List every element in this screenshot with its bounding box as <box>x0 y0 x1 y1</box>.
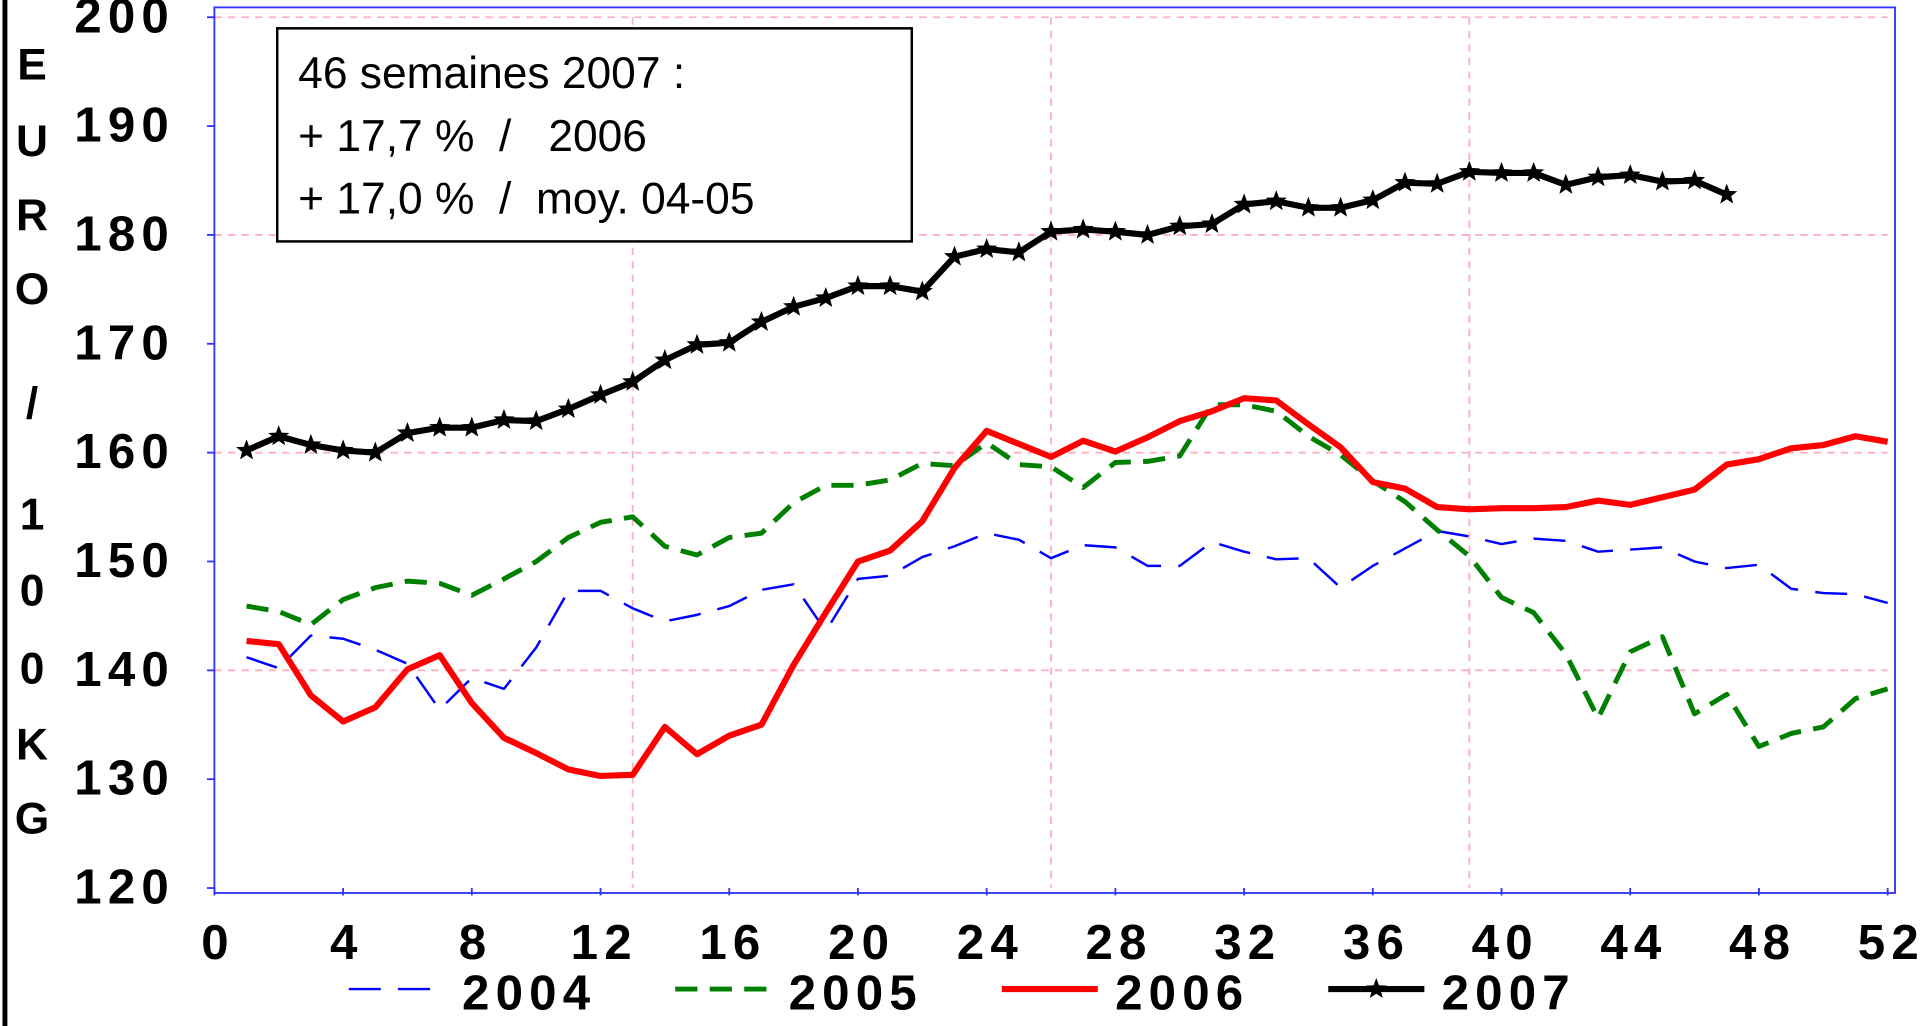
y-label-letter: 1 <box>20 490 45 539</box>
x-tick-label: 32 <box>1214 915 1281 970</box>
star-marker <box>1008 241 1030 262</box>
star-marker <box>429 416 451 437</box>
star-marker <box>1651 170 1674 191</box>
star-marker <box>1265 190 1287 211</box>
annotation-line: + 17,0 % / moy. 04-05 <box>298 175 754 224</box>
annotation-box <box>276 27 914 243</box>
star-marker <box>268 425 290 446</box>
y-tick-label: 120 <box>74 860 175 915</box>
star-marker <box>1040 220 1062 241</box>
star-marker <box>622 370 644 391</box>
annotation-line: 46 semaines 2007 : <box>298 49 685 98</box>
y-label-letter: O <box>15 265 49 314</box>
y-tick-label: 180 <box>74 206 175 261</box>
y-axis-label: E U R O / 1 0 0 K G <box>15 40 49 843</box>
star-marker <box>364 441 386 462</box>
star-marker <box>1330 196 1352 217</box>
x-tick-label: 36 <box>1343 915 1410 970</box>
x-tick-label: 16 <box>699 915 766 970</box>
y-tick-label: 200 <box>74 0 175 44</box>
x-tick-label: 44 <box>1600 915 1667 970</box>
star-marker <box>1104 220 1126 241</box>
star-marker <box>1297 196 1320 217</box>
star-marker <box>911 280 933 301</box>
star-marker <box>396 421 419 443</box>
series-line <box>246 395 1889 780</box>
star-marker <box>847 275 869 296</box>
y-tick-label: 130 <box>74 751 175 806</box>
y-tick-label: 160 <box>74 424 175 479</box>
star-marker <box>1619 163 1641 185</box>
legend-label: 2004 <box>462 965 596 1020</box>
y-tick-label: 140 <box>74 642 175 697</box>
x-tick-label: 8 <box>459 915 493 970</box>
star-marker <box>1458 160 1480 181</box>
star-marker <box>1523 161 1545 182</box>
legend-label: 2007 <box>1442 965 1576 1020</box>
star-marker <box>1233 193 1255 214</box>
star-marker <box>1072 218 1094 239</box>
annotation-line: + 17,7 % / 2006 <box>298 112 647 161</box>
y-tick-label: 170 <box>74 315 175 370</box>
star-marker <box>815 286 837 308</box>
x-tick-label: 20 <box>828 915 895 970</box>
star-marker <box>1394 171 1416 192</box>
legend-label: 2006 <box>1115 965 1249 1020</box>
star-marker <box>1491 161 1513 182</box>
y-label-letter: R <box>16 191 48 240</box>
plot-frame <box>213 6 1896 894</box>
x-tick-label: 4 <box>330 915 364 970</box>
star-marker <box>557 397 579 419</box>
star-marker <box>1716 183 1738 204</box>
x-tick-label: 48 <box>1729 915 1796 970</box>
star-marker <box>525 410 547 431</box>
y-tick-label: 190 <box>74 98 175 153</box>
x-tick-label: 28 <box>1086 915 1153 970</box>
star-marker <box>783 295 805 316</box>
y-label-letter: K <box>16 720 48 769</box>
star-marker <box>1169 215 1191 236</box>
star-marker <box>589 383 612 404</box>
star-marker <box>1587 166 1609 187</box>
star-marker <box>943 245 966 266</box>
star-marker <box>750 310 772 331</box>
star-marker <box>879 275 901 296</box>
x-tick-label: 12 <box>571 915 638 970</box>
y-label-letter: E <box>17 40 47 89</box>
y-label-letter: 0 <box>20 566 45 615</box>
star-marker <box>976 237 998 259</box>
star-marker <box>1201 212 1223 234</box>
star-marker <box>686 333 708 354</box>
y-label-letter: 0 <box>20 644 45 693</box>
star-marker <box>493 408 515 429</box>
y-label-letter: U <box>16 117 48 166</box>
star-marker <box>654 349 676 370</box>
x-tick-label: 24 <box>957 915 1024 970</box>
star-marker <box>1555 173 1577 194</box>
legend-label: 2005 <box>789 965 923 1020</box>
star-marker <box>1362 189 1384 210</box>
star-marker <box>332 439 354 460</box>
star-marker <box>300 433 322 455</box>
star-marker <box>236 439 258 460</box>
legend-marker <box>1365 977 1387 999</box>
x-tick-label: 0 <box>201 915 235 970</box>
y-label-letter: G <box>15 794 49 843</box>
series-line <box>246 529 1888 711</box>
star-marker <box>461 416 483 437</box>
x-tick-label: 52 <box>1858 915 1925 970</box>
star-marker <box>718 331 740 352</box>
y-label-letter: / <box>26 379 38 428</box>
star-marker <box>1137 223 1159 244</box>
series-line <box>246 402 1889 749</box>
star-marker <box>1426 172 1448 193</box>
star-marker <box>1683 169 1706 190</box>
y-tick-label: 150 <box>74 533 175 588</box>
x-tick-label: 40 <box>1472 915 1539 970</box>
